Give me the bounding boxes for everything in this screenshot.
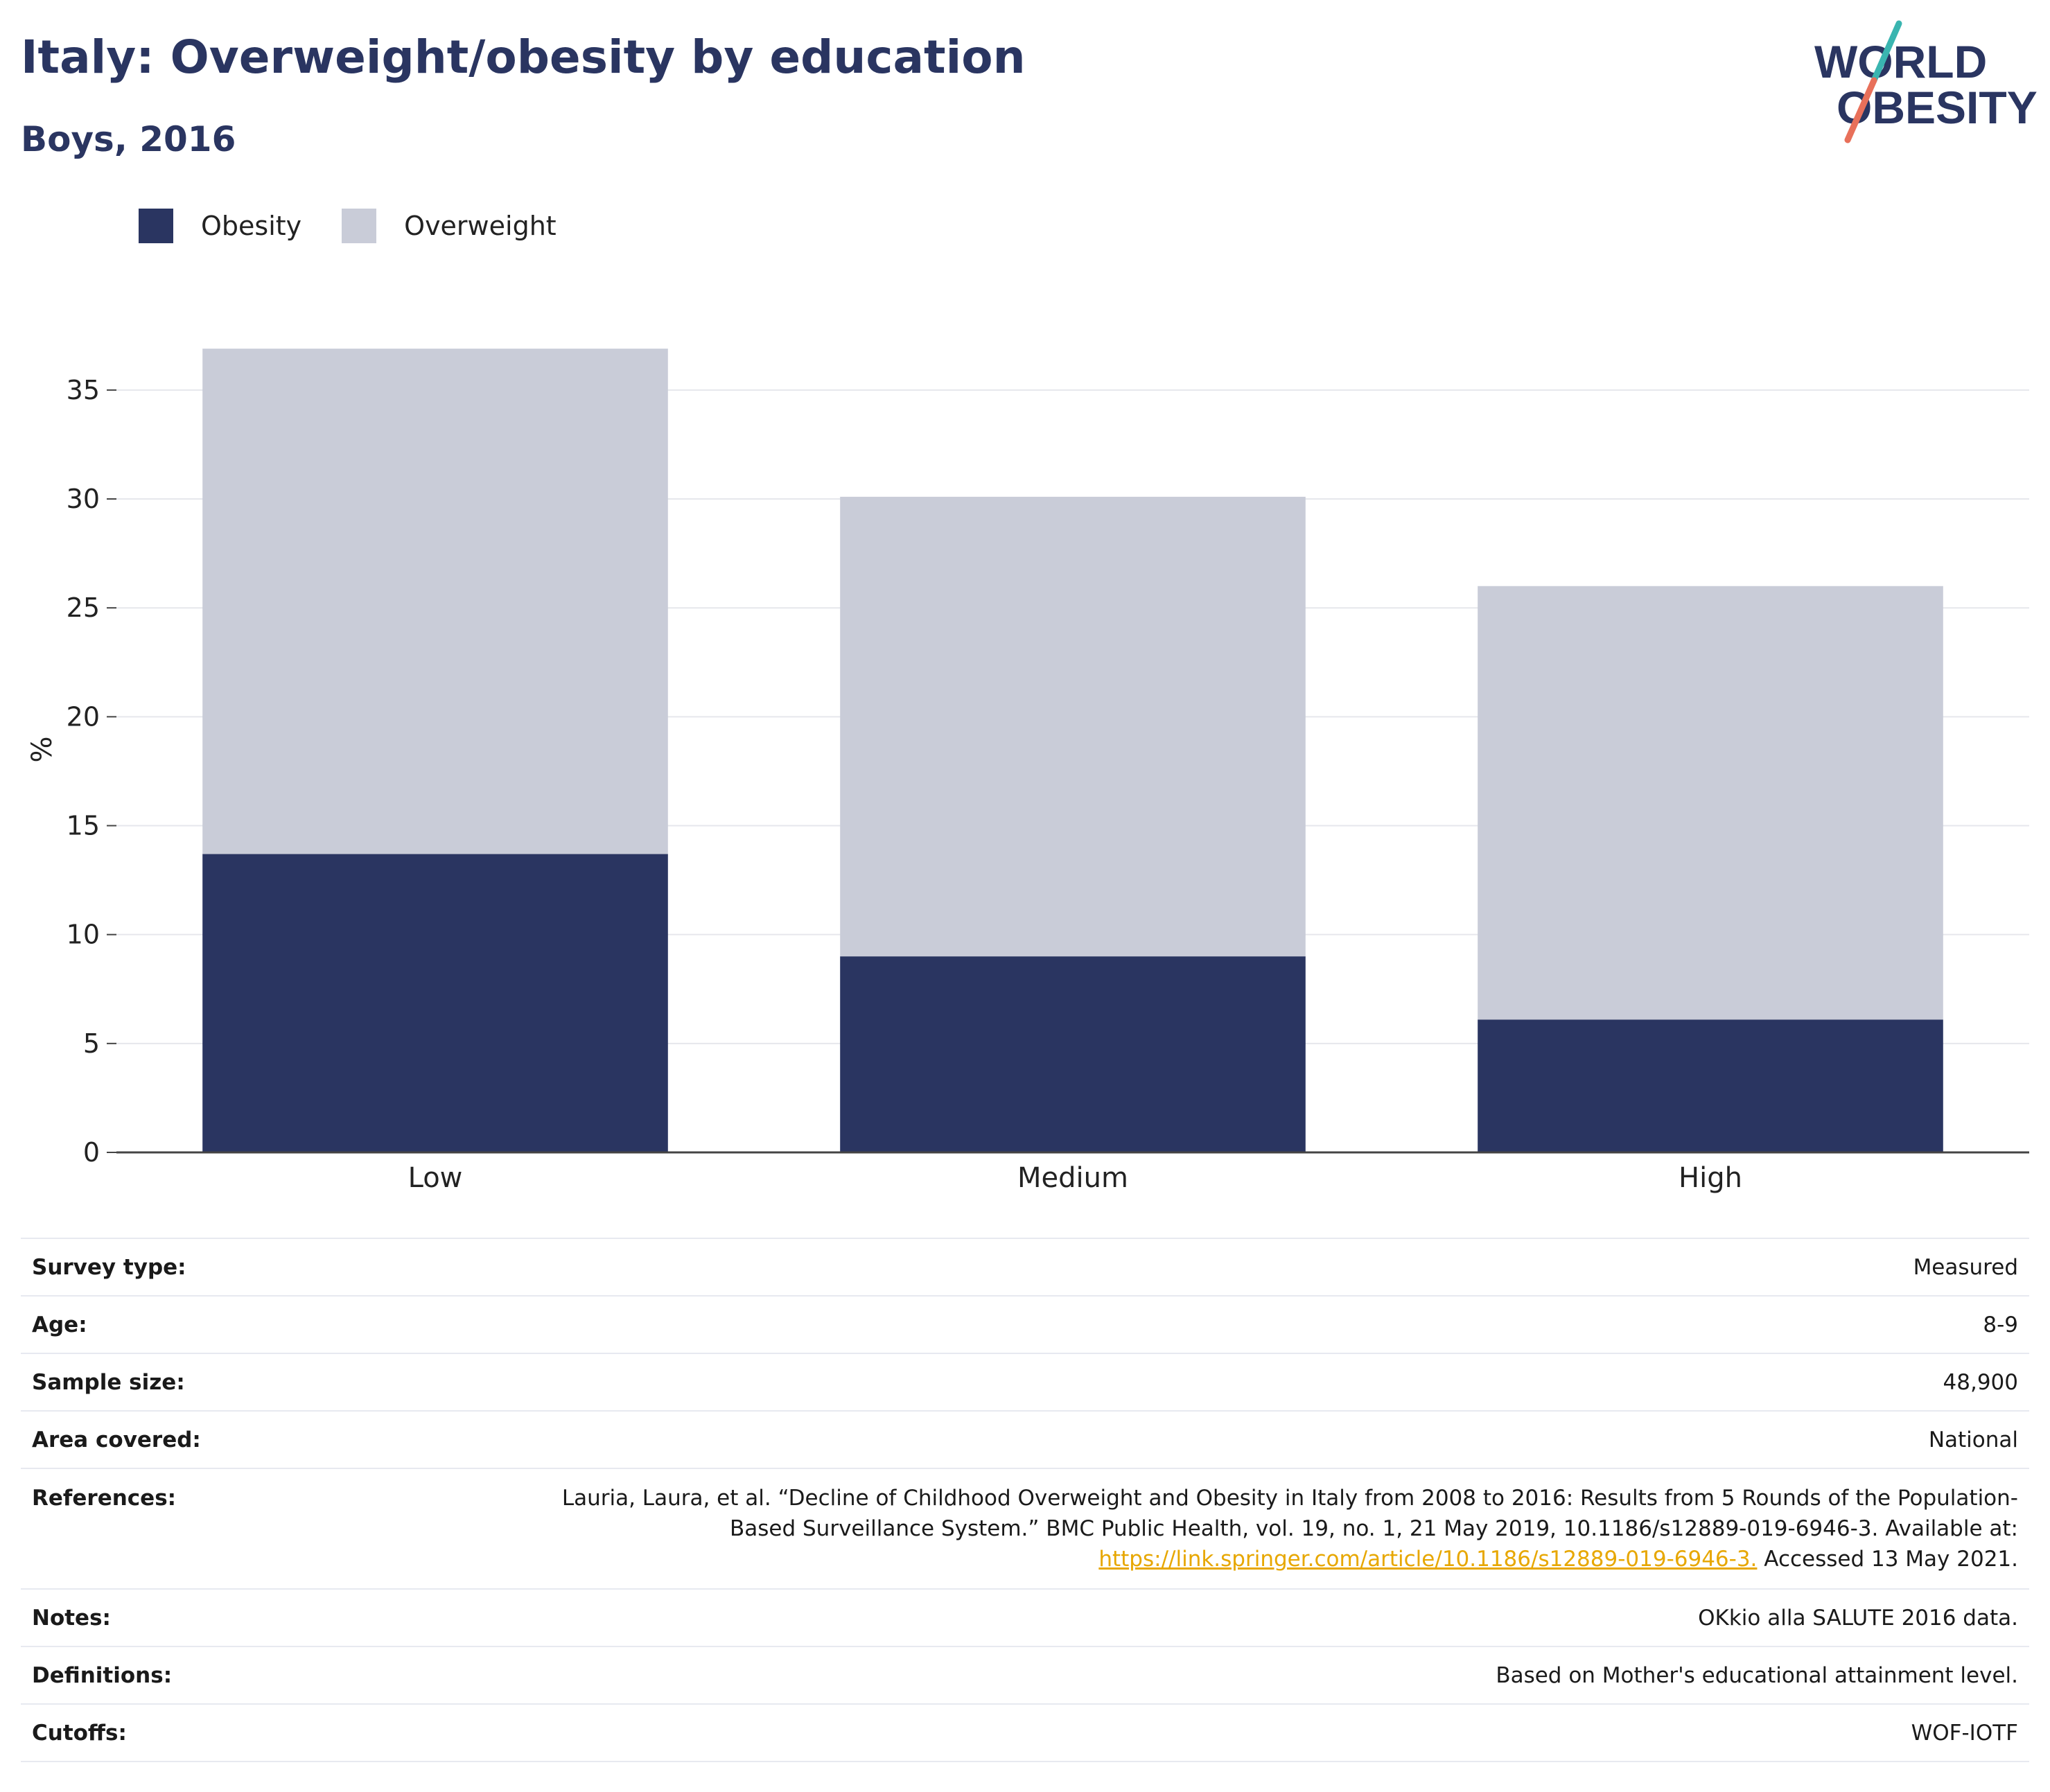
info-row-cutoffs: Cutoffs: WOF-IOTF <box>21 1703 2029 1762</box>
bar-overweight-low <box>202 349 668 854</box>
bar-obesity-high <box>1478 1019 1943 1152</box>
legend-swatch-obesity <box>139 209 173 243</box>
x-tick-label: Medium <box>1017 1162 1128 1194</box>
info-row-sample-size: Sample size: 48,900 <box>21 1353 2029 1411</box>
x-tick-label: High <box>1679 1162 1742 1194</box>
chart-legend: Obesity Overweight <box>139 205 597 247</box>
bar-overweight-medium <box>840 496 1306 957</box>
info-value: OKkio alla SALUTE 2016 data. <box>459 1588 2029 1646</box>
reference-line-2: Based Surveillance System.” BMC Public H… <box>729 1516 2018 1541</box>
reference-line-1: Lauria, Laura, et al. “Decline of Childh… <box>561 1486 2018 1511</box>
y-axis-label: % <box>26 736 58 762</box>
y-tick-label: 30 <box>67 484 100 514</box>
info-value-references: Lauria, Laura, et al. “Decline of Childh… <box>459 1468 2029 1589</box>
info-value: 8-9 <box>459 1295 2029 1353</box>
info-row-age: Age: 8-9 <box>21 1295 2029 1353</box>
info-label: Cutoffs: <box>21 1703 459 1762</box>
info-label: Area covered: <box>21 1410 459 1468</box>
page-subtitle: Boys, 2016 <box>21 119 236 159</box>
stacked-bar-chart: 0 5 10 15 20 25 30 35% Low Medium High <box>26 349 2029 1194</box>
y-tick-label: 20 <box>67 701 100 732</box>
info-label: Sample size: <box>21 1353 459 1411</box>
logo-slash-upper <box>1871 20 1902 84</box>
legend-swatch-overweight <box>342 209 377 243</box>
y-tick-label: 5 <box>83 1028 100 1059</box>
info-label: Survey type: <box>21 1238 459 1296</box>
y-tick-label: 10 <box>67 920 100 950</box>
info-value: Based on Mother's educational attainment… <box>459 1646 2029 1704</box>
info-row-area-covered: Area covered: National <box>21 1410 2029 1468</box>
logo-text-world: WORLD <box>1814 36 1987 87</box>
reference-link[interactable]: https://link.springer.com/article/10.118… <box>1098 1547 1758 1572</box>
world-obesity-logo: WORLD OBESITY <box>1814 20 2038 143</box>
info-row-definitions: Definitions: Based on Mother's education… <box>21 1646 2029 1704</box>
bar-obesity-medium <box>840 956 1306 1152</box>
info-value: WOF-IOTF <box>459 1703 2029 1762</box>
reference-accessed: Accessed 13 May 2021. <box>1757 1547 2018 1572</box>
info-value: 48,900 <box>459 1353 2029 1411</box>
survey-info-table: Survey type: Measured Age: 8-9 Sample si… <box>21 1238 2029 1762</box>
legend-item-obesity[interactable]: Obesity <box>139 209 301 243</box>
y-tick-label: 0 <box>83 1137 100 1168</box>
y-tick-label: 35 <box>67 375 100 405</box>
info-row-references: References: Lauria, Laura, et al. “Decli… <box>21 1468 2029 1589</box>
info-label: References: <box>21 1468 459 1589</box>
page-title: Italy: Overweight/obesity by education <box>21 30 1026 84</box>
y-tick-label: 15 <box>67 811 100 841</box>
info-value: National <box>459 1410 2029 1468</box>
info-row-survey-type: Survey type: Measured <box>21 1238 2029 1296</box>
bar-obesity-low <box>202 854 668 1152</box>
info-label: Definitions: <box>21 1646 459 1704</box>
x-tick-label: Low <box>408 1162 463 1194</box>
legend-label-overweight: Overweight <box>404 211 557 241</box>
y-tick-label: 25 <box>67 592 100 623</box>
legend-item-overweight[interactable]: Overweight <box>342 209 557 243</box>
logo-slash-lower <box>1844 77 1877 143</box>
info-label: Notes: <box>21 1588 459 1646</box>
info-label: Age: <box>21 1295 459 1353</box>
bar-overweight-high <box>1478 586 1943 1020</box>
legend-label-obesity: Obesity <box>201 211 302 241</box>
info-row-notes: Notes: OKkio alla SALUTE 2016 data. <box>21 1588 2029 1646</box>
info-value: Measured <box>459 1238 2029 1296</box>
